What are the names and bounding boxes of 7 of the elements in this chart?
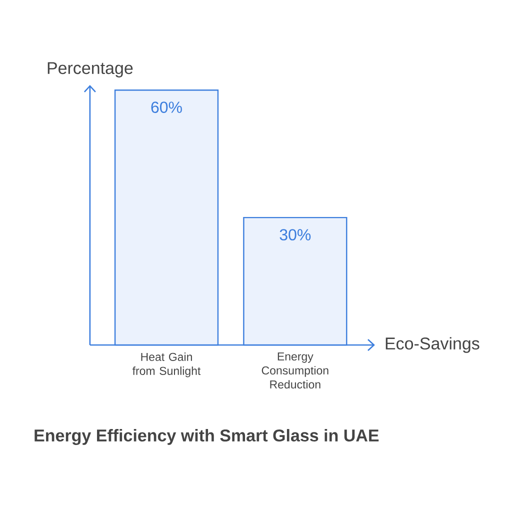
text: Energy Efficiency with Smart Glass in UAE [34,429,379,445]
y-axis-title: Percentage [48,62,133,78]
x-tick-label: Heat Gain from Sunlight [132,352,201,378]
data-label: 60% [151,102,182,113]
x-axis-title: Eco-Savings [386,337,480,353]
data-label: 30% [280,229,311,240]
x-tick-label: Energy Consumption Reduction [262,352,328,389]
